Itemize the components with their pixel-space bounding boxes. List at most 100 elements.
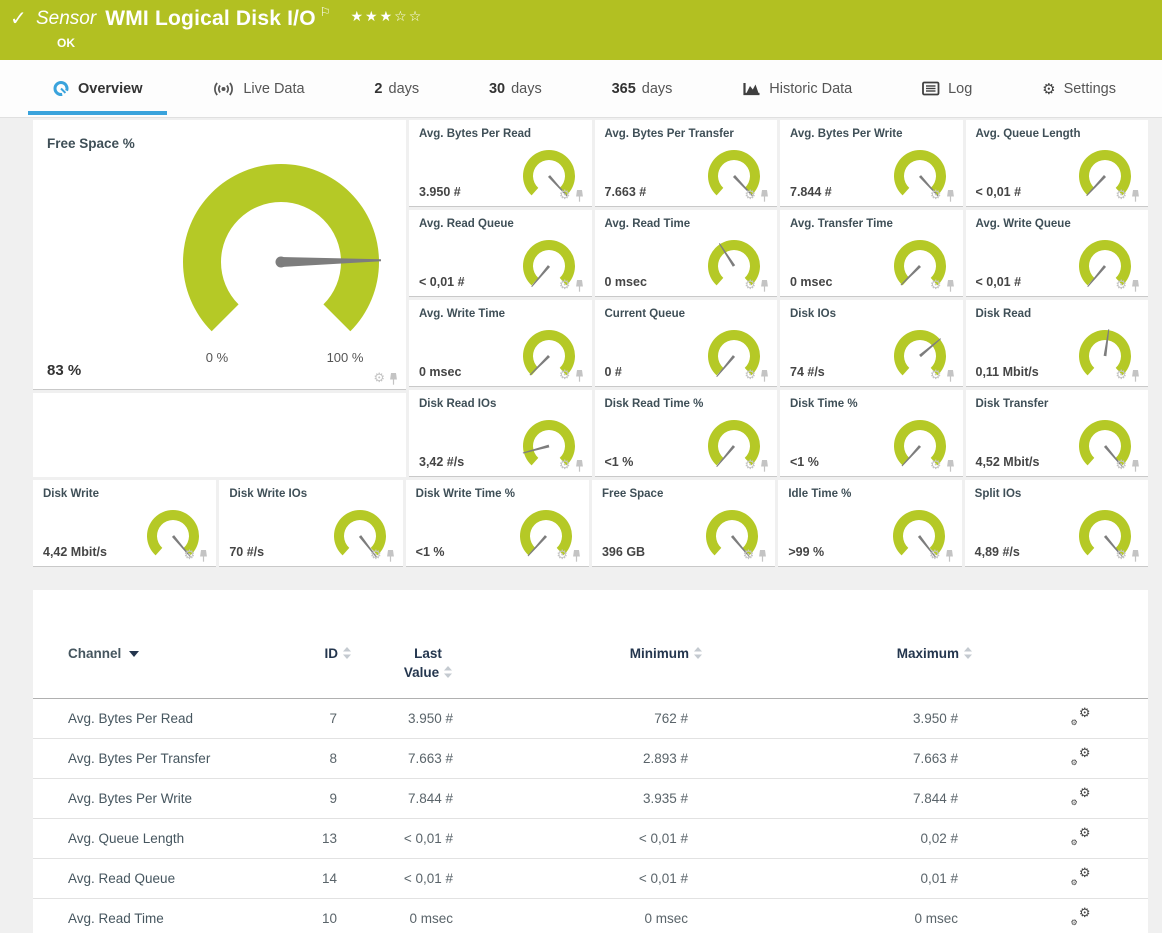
pin-icon[interactable] (760, 459, 769, 472)
tab-30-days[interactable]: 30 days (465, 60, 566, 117)
gear-icon[interactable]: ⚙ (1115, 368, 1127, 383)
gear-icon[interactable]: ⚙ (929, 458, 942, 473)
gear-icon[interactable]: ⚙ (929, 278, 942, 293)
table-row[interactable]: Avg. Bytes Per Transfer 8 7.663 # 2.893 … (33, 738, 1148, 778)
gear-icon[interactable]: ⚙ (558, 368, 571, 383)
pin-icon[interactable] (946, 369, 955, 382)
gear-icon[interactable]: ⚙ (1115, 278, 1127, 293)
gauge-panel[interactable]: Disk IOs 74 #/s ⚙ (780, 300, 963, 387)
pin-icon[interactable] (575, 279, 584, 292)
gear-icon[interactable]: ⚙ (1115, 548, 1127, 563)
pin-icon[interactable] (575, 459, 584, 472)
channel-settings-gears-icon[interactable]: ⚙ ⚙ (1071, 866, 1091, 887)
column-header-channel[interactable]: Channel (33, 618, 303, 698)
channel-settings-gears-icon[interactable]: ⚙ ⚙ (1071, 746, 1091, 767)
channel-name[interactable]: Avg. Queue Length (68, 830, 185, 846)
gear-icon[interactable]: ⚙ (558, 458, 571, 473)
gear-icon[interactable]: ⚙ (929, 368, 942, 383)
channel-name[interactable]: Avg. Read Queue (68, 870, 176, 886)
gear-icon[interactable]: ⚙ (929, 548, 941, 563)
pin-icon[interactable] (575, 369, 584, 382)
gauge-panel[interactable]: Disk Write IOs 70 #/s ⚙ (219, 480, 403, 567)
channel-name[interactable]: Avg. Bytes Per Write (68, 790, 193, 806)
gear-icon[interactable]: ⚙ (742, 548, 755, 563)
column-header-maximum[interactable]: Maximum (738, 618, 1013, 698)
pin-icon[interactable] (389, 372, 398, 385)
gear-icon[interactable]: ⚙ (744, 188, 756, 203)
tab-log[interactable]: Log (898, 60, 996, 117)
gauge-panel[interactable]: Disk Read 0,11 Mbit/s ⚙ (965, 300, 1148, 387)
gear-icon[interactable]: ⚙ (183, 548, 196, 563)
pin-icon[interactable] (1131, 279, 1140, 292)
rating-stars[interactable]: ★★★☆☆ (351, 9, 424, 25)
pin-icon[interactable] (946, 279, 955, 292)
pin-icon[interactable] (199, 549, 208, 562)
gear-icon[interactable]: ⚙ (370, 548, 382, 563)
gauge-panel[interactable]: Avg. Bytes Per Read 3.950 # ⚙ (409, 120, 592, 207)
table-row[interactable]: Avg. Bytes Per Read 7 3.950 # 762 # 3.95… (33, 698, 1148, 738)
gear-icon[interactable]: ⚙ (744, 368, 756, 383)
gauge-panel[interactable]: Avg. Write Queue < 0,01 # ⚙ (965, 210, 1148, 297)
gauge-panel[interactable]: Disk Write Time % <1 % ⚙ (405, 480, 589, 567)
gauge-panel[interactable]: Disk Time % <1 % ⚙ (780, 390, 963, 477)
tab-overview[interactable]: Overview (28, 60, 167, 117)
tab-live-data[interactable]: Live Data (188, 60, 328, 117)
column-header-id[interactable]: ID (303, 618, 363, 698)
tab-settings[interactable]: ⚙ Settings (1018, 60, 1140, 117)
pin-icon[interactable] (1131, 459, 1140, 472)
gauge-panel[interactable]: Idle Time % >99 % ⚙ (778, 480, 962, 567)
tab-historic-data[interactable]: Historic Data (718, 60, 876, 117)
pin-icon[interactable] (386, 549, 395, 562)
tab-2-days[interactable]: 2 days (350, 60, 443, 117)
table-row[interactable]: Avg. Bytes Per Write 9 7.844 # 3.935 # 7… (33, 778, 1148, 818)
channel-settings-gears-icon[interactable]: ⚙ ⚙ (1071, 786, 1091, 807)
gauge-panel[interactable]: Disk Write 4,42 Mbit/s ⚙ (33, 480, 217, 567)
channel-name[interactable]: Avg. Bytes Per Transfer (68, 750, 211, 766)
pin-icon[interactable] (1131, 549, 1140, 562)
table-row[interactable]: Avg. Read Queue 14 < 0,01 # < 0,01 # 0,0… (33, 858, 1148, 898)
pin-icon[interactable] (945, 549, 954, 562)
free-space-gauge-panel[interactable]: Free Space % 0 % 100 % 83 % ⚙ (33, 120, 406, 390)
gear-icon[interactable]: ⚙ (556, 548, 568, 563)
gauge-panel[interactable]: Disk Read IOs 3,42 #/s ⚙ (409, 390, 592, 477)
pin-icon[interactable] (572, 549, 581, 562)
pin-icon[interactable] (760, 369, 769, 382)
pin-icon[interactable] (760, 279, 769, 292)
gauge-panel[interactable]: Avg. Bytes Per Write 7.844 # ⚙ (780, 120, 963, 207)
tab-365-days[interactable]: 365 days (588, 60, 697, 117)
gear-icon[interactable]: ⚙ (558, 278, 571, 293)
channel-name[interactable]: Avg. Bytes Per Read (68, 710, 194, 726)
gear-icon[interactable]: ⚙ (929, 188, 942, 203)
pin-icon[interactable] (1131, 369, 1140, 382)
gauge-panel[interactable]: Disk Transfer 4,52 Mbit/s ⚙ (965, 390, 1148, 477)
table-row[interactable]: Avg. Queue Length 13 < 0,01 # < 0,01 # 0… (33, 818, 1148, 858)
table-row[interactable]: Avg. Read Time 10 0 msec 0 msec 0 msec ⚙… (33, 898, 1148, 933)
column-header-minimum[interactable]: Minimum (493, 618, 738, 698)
channel-settings-gears-icon[interactable]: ⚙ ⚙ (1071, 826, 1091, 847)
pin-icon[interactable] (758, 549, 767, 562)
gauge-panel[interactable]: Disk Read Time % <1 % ⚙ (594, 390, 777, 477)
gauge-panel[interactable]: Avg. Transfer Time 0 msec ⚙ (780, 210, 963, 297)
channel-settings-gears-icon[interactable]: ⚙ ⚙ (1071, 906, 1091, 927)
gauge-panel[interactable]: Avg. Read Time 0 msec ⚙ (594, 210, 777, 297)
gauge-panel[interactable]: Free Space 396 GB ⚙ (591, 480, 776, 567)
gear-icon[interactable]: ⚙ (373, 371, 385, 386)
gear-icon[interactable]: ⚙ (744, 458, 756, 473)
flag-icon[interactable]: ⚐ (319, 5, 331, 19)
gear-icon[interactable]: ⚙ (744, 278, 756, 293)
gauge-panel[interactable]: Split IOs 4,89 #/s ⚙ (964, 480, 1148, 567)
gauge-panel[interactable]: Avg. Write Time 0 msec ⚙ (409, 300, 592, 387)
gauge-panel[interactable]: Avg. Bytes Per Transfer 7.663 # ⚙ (594, 120, 777, 207)
pin-icon[interactable] (946, 459, 955, 472)
channel-settings-gears-icon[interactable]: ⚙ ⚙ (1071, 706, 1091, 727)
pin-icon[interactable] (1131, 189, 1140, 202)
pin-icon[interactable] (575, 189, 584, 202)
channel-name[interactable]: Avg. Read Time (68, 910, 164, 926)
gauge-panel[interactable]: Avg. Queue Length < 0,01 # ⚙ (965, 120, 1148, 207)
gauge-panel[interactable]: Avg. Read Queue < 0,01 # ⚙ (409, 210, 592, 297)
gear-icon[interactable]: ⚙ (558, 188, 571, 203)
gauge-panel[interactable]: Current Queue 0 # ⚙ (594, 300, 777, 387)
column-header-last-value[interactable]: Last Value (363, 618, 493, 698)
gear-icon[interactable]: ⚙ (1115, 188, 1127, 203)
gear-icon[interactable]: ⚙ (1115, 458, 1127, 473)
